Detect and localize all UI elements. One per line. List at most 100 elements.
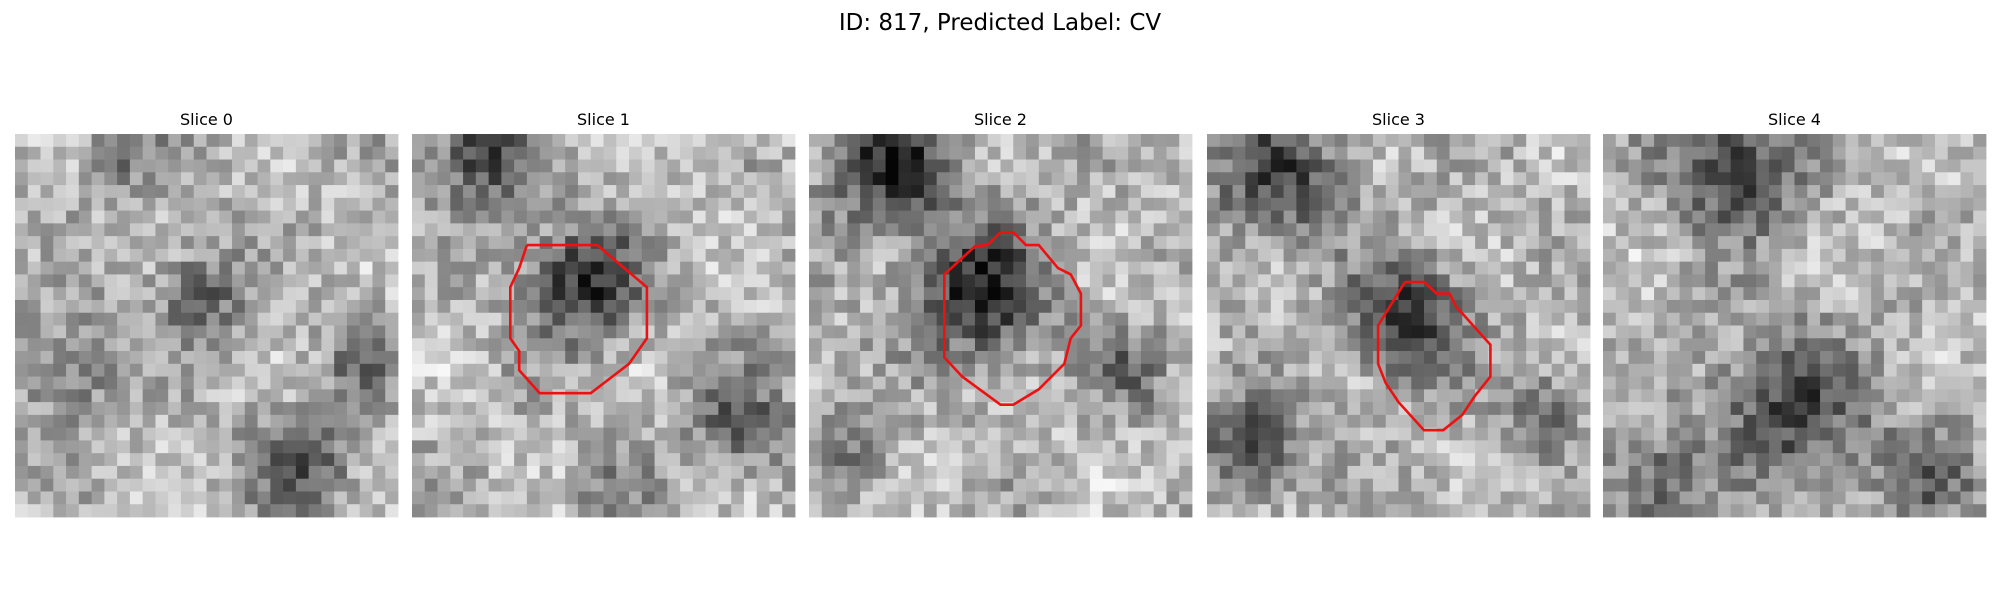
pixel [1089,376,1104,390]
pixel [680,185,694,199]
pixel [180,504,195,518]
pixel [1064,402,1078,416]
pixel [1487,146,1502,160]
pixel [692,427,707,441]
pixel [692,338,707,352]
pixel [1232,478,1246,492]
pixel [949,478,963,492]
pixel [91,312,105,326]
pixel [1934,159,1949,173]
pixel [1140,146,1155,160]
pixel [731,236,745,250]
pixel [27,338,41,352]
pixel [66,261,80,275]
pixel [385,197,399,211]
pixel [923,478,938,492]
pixel [1487,236,1502,250]
pixel [1654,159,1668,173]
pixel [987,197,1001,211]
pixel [1283,478,1297,492]
pixel [1564,325,1578,339]
pixel [949,159,963,173]
pixel [1140,465,1155,480]
pixel [346,261,361,275]
pixel [27,325,41,339]
pixel [1730,465,1744,480]
pixel [1309,159,1323,173]
pixel [1424,453,1438,467]
pixel [1411,299,1425,314]
pixel [1411,465,1425,480]
pixel [193,287,207,301]
pixel [769,351,783,365]
pixel [1794,491,1808,505]
pixel [1398,159,1412,173]
pixel [244,223,258,237]
pixel [1743,299,1757,314]
pixel [769,197,783,211]
pixel [1385,185,1399,199]
pixel [1820,504,1834,518]
pixel [1615,414,1629,429]
pixel [1705,172,1719,186]
pixel [514,351,528,365]
pixel [1730,312,1744,326]
pixel [1973,440,1987,454]
pixel [1896,465,1910,480]
pixel [1717,427,1732,441]
pixel [1615,402,1629,416]
pixel [1794,274,1808,288]
pixel [346,389,361,403]
pixel [1781,248,1795,263]
pixel [1153,440,1167,454]
pixel [1730,248,1744,263]
pixel [1064,287,1078,301]
pixel [346,185,361,199]
pixel [1858,427,1872,441]
pixel [78,440,92,454]
pixel [488,325,502,339]
pixel [1347,351,1361,365]
pixel [526,236,541,250]
pixel [193,146,207,160]
pixel [962,134,976,148]
pixel [1730,453,1744,467]
pixel [15,363,29,377]
pixel [1538,274,1553,288]
pixel [1013,197,1027,211]
pixel [1577,210,1591,224]
pixel [1219,236,1233,250]
pixel [821,504,835,518]
pixel [1334,134,1348,148]
pixel [1000,185,1014,199]
pixel [1500,236,1514,250]
pixel [1922,440,1936,454]
pixel [1038,414,1052,429]
pixel [1922,389,1936,403]
pixel [1102,363,1116,377]
pixel [1756,363,1770,377]
pixel [667,351,681,365]
pixel [1692,414,1706,429]
pixel [1411,287,1425,301]
pixel [603,491,617,505]
pixel [1270,223,1284,237]
pixel [219,197,233,211]
pixel [962,465,976,480]
pixel [834,185,848,199]
pixel [1462,465,1476,480]
pixel [1551,299,1565,314]
pixel [949,134,963,148]
pixel [1666,210,1680,224]
pixel [809,414,823,429]
pixel [565,134,579,148]
pixel [1424,223,1438,237]
pixel [821,414,835,429]
pixel [552,402,566,416]
pixel [860,172,874,186]
pixel [1411,248,1425,263]
pixel [1896,248,1910,263]
pixel [769,261,783,275]
pixel [1538,248,1553,263]
pixel [962,440,976,454]
